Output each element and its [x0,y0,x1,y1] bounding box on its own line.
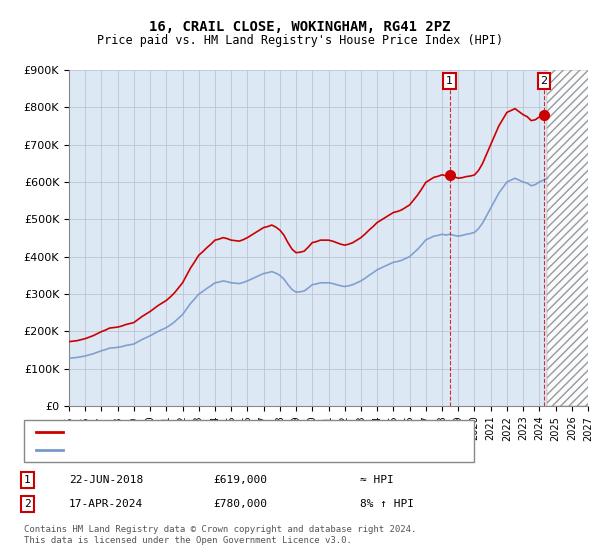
Bar [547,70,596,406]
Text: 16, CRAIL CLOSE, WOKINGHAM, RG41 2PZ: 16, CRAIL CLOSE, WOKINGHAM, RG41 2PZ [149,20,451,34]
Text: 2: 2 [541,76,548,86]
Text: 17-APR-2024: 17-APR-2024 [69,499,143,509]
Text: 16, CRAIL CLOSE, WOKINGHAM, RG41 2PZ (detached house): 16, CRAIL CLOSE, WOKINGHAM, RG41 2PZ (de… [69,427,400,437]
Text: Contains HM Land Registry data © Crown copyright and database right 2024.
This d: Contains HM Land Registry data © Crown c… [24,525,416,545]
Text: 2: 2 [24,499,31,509]
Text: ≈ HPI: ≈ HPI [360,475,394,485]
Text: HPI: Average price, detached house, Wokingham: HPI: Average price, detached house, Woki… [69,445,350,455]
Bar [547,70,596,406]
Text: Price paid vs. HM Land Registry's House Price Index (HPI): Price paid vs. HM Land Registry's House … [97,34,503,46]
Text: 1: 1 [24,475,31,485]
Text: £619,000: £619,000 [213,475,267,485]
Text: £780,000: £780,000 [213,499,267,509]
Text: 8% ↑ HPI: 8% ↑ HPI [360,499,414,509]
Text: 1: 1 [446,76,453,86]
Text: 22-JUN-2018: 22-JUN-2018 [69,475,143,485]
